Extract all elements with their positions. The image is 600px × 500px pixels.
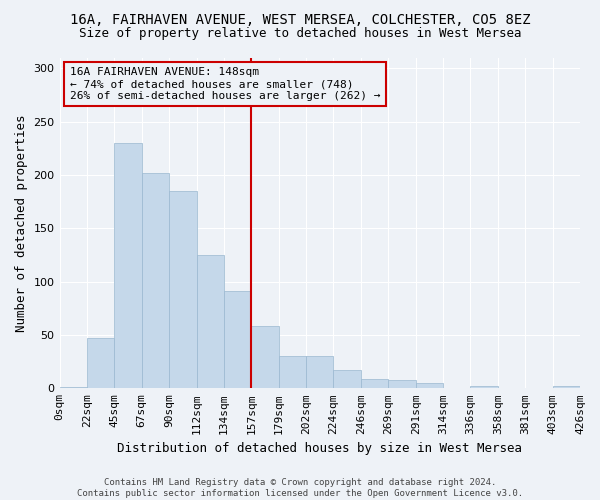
- Bar: [87, 338, 115, 388]
- Bar: [553, 386, 580, 388]
- Bar: [278, 356, 306, 388]
- Text: 16A, FAIRHAVEN AVENUE, WEST MERSEA, COLCHESTER, CO5 8EZ: 16A, FAIRHAVEN AVENUE, WEST MERSEA, COLC…: [70, 12, 530, 26]
- Bar: [115, 143, 142, 388]
- Bar: [197, 255, 224, 388]
- Bar: [416, 383, 443, 388]
- Text: Size of property relative to detached houses in West Mersea: Size of property relative to detached ho…: [79, 28, 521, 40]
- Bar: [169, 191, 197, 388]
- Y-axis label: Number of detached properties: Number of detached properties: [15, 114, 28, 332]
- Text: 16A FAIRHAVEN AVENUE: 148sqm
← 74% of detached houses are smaller (748)
26% of s: 16A FAIRHAVEN AVENUE: 148sqm ← 74% of de…: [70, 68, 380, 100]
- Bar: [470, 386, 498, 388]
- Bar: [59, 387, 87, 388]
- X-axis label: Distribution of detached houses by size in West Mersea: Distribution of detached houses by size …: [117, 442, 522, 455]
- Bar: [224, 291, 251, 388]
- Bar: [251, 326, 278, 388]
- Bar: [334, 370, 361, 388]
- Bar: [388, 380, 416, 388]
- Bar: [306, 356, 334, 388]
- Text: Contains HM Land Registry data © Crown copyright and database right 2024.
Contai: Contains HM Land Registry data © Crown c…: [77, 478, 523, 498]
- Bar: [361, 378, 388, 388]
- Bar: [142, 172, 169, 388]
